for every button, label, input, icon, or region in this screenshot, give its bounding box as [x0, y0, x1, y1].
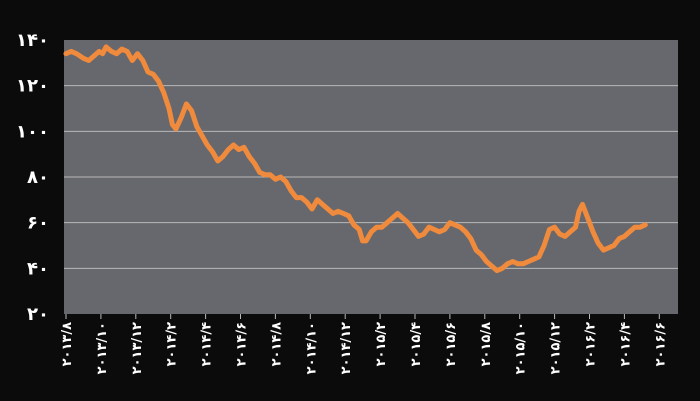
x-tick-label: ۲۰۱۴/۲ [165, 322, 180, 366]
series-line [63, 44, 648, 274]
y-tick-label: ۴۰ [27, 258, 49, 279]
y-tick-label: ۱۰۰ [16, 121, 49, 142]
y-tick-label: ۶۰ [27, 213, 49, 234]
x-tick-label: ۲۰۱۴/۱۰ [304, 322, 319, 374]
y-tick-label: ۸۰ [27, 167, 49, 188]
x-tick-label: ۲۰۱۴/۱۲ [339, 322, 354, 374]
x-tick-label: ۲۰۱۴/۴ [200, 322, 215, 366]
x-tick-label: ۲۰۱۵/۱۲ [549, 322, 564, 374]
x-tick-label: ۲۰۱۶/۴ [618, 322, 633, 366]
y-tick-label: ۲۰ [27, 304, 49, 325]
x-tick-label: ۲۰۱۶/۶ [653, 322, 668, 366]
y-axis-ticks: ۲۰ ۴۰ ۶۰ ۸۰ ۱۰۰ ۱۲۰ ۱۴۰ [16, 30, 49, 325]
x-tick-label: ۲۰۱۳/۱۲ [130, 322, 145, 374]
x-tick-label: ۲۰۱۵/۶ [444, 322, 459, 366]
x-tick-label: ۲۰۱۵/۴ [409, 322, 424, 366]
x-axis-ticks: ۲۰۱۳/۸ ۲۰۱۳/۱۰ ۲۰۱۳/۱۲ ۲۰۱۴/۲ ۲۰۱۴/۴ ۲۰۱۴/۶ ۲۰… [60, 314, 668, 374]
x-tick-label: ۲۰۱۵/۲ [374, 322, 389, 366]
x-tick-label: ۲۰۱۳/۱۰ [95, 322, 110, 374]
x-tick-label: ۲۰۱۵/۸ [479, 322, 494, 366]
x-tick-label: ۲۰۱۵/۱۰ [514, 322, 529, 374]
x-tick-label: ۲۰۱۴/۸ [269, 322, 284, 366]
y-tick-label: ۱۴۰ [16, 30, 49, 51]
y-tick-label: ۱۲۰ [16, 76, 49, 97]
x-tick-label: ۲۰۱۴/۶ [235, 322, 250, 366]
x-tick-label: ۲۰۱۳/۸ [60, 322, 75, 366]
x-tick-label: ۲۰۱۶/۲ [584, 322, 599, 366]
series-layer [63, 44, 648, 274]
